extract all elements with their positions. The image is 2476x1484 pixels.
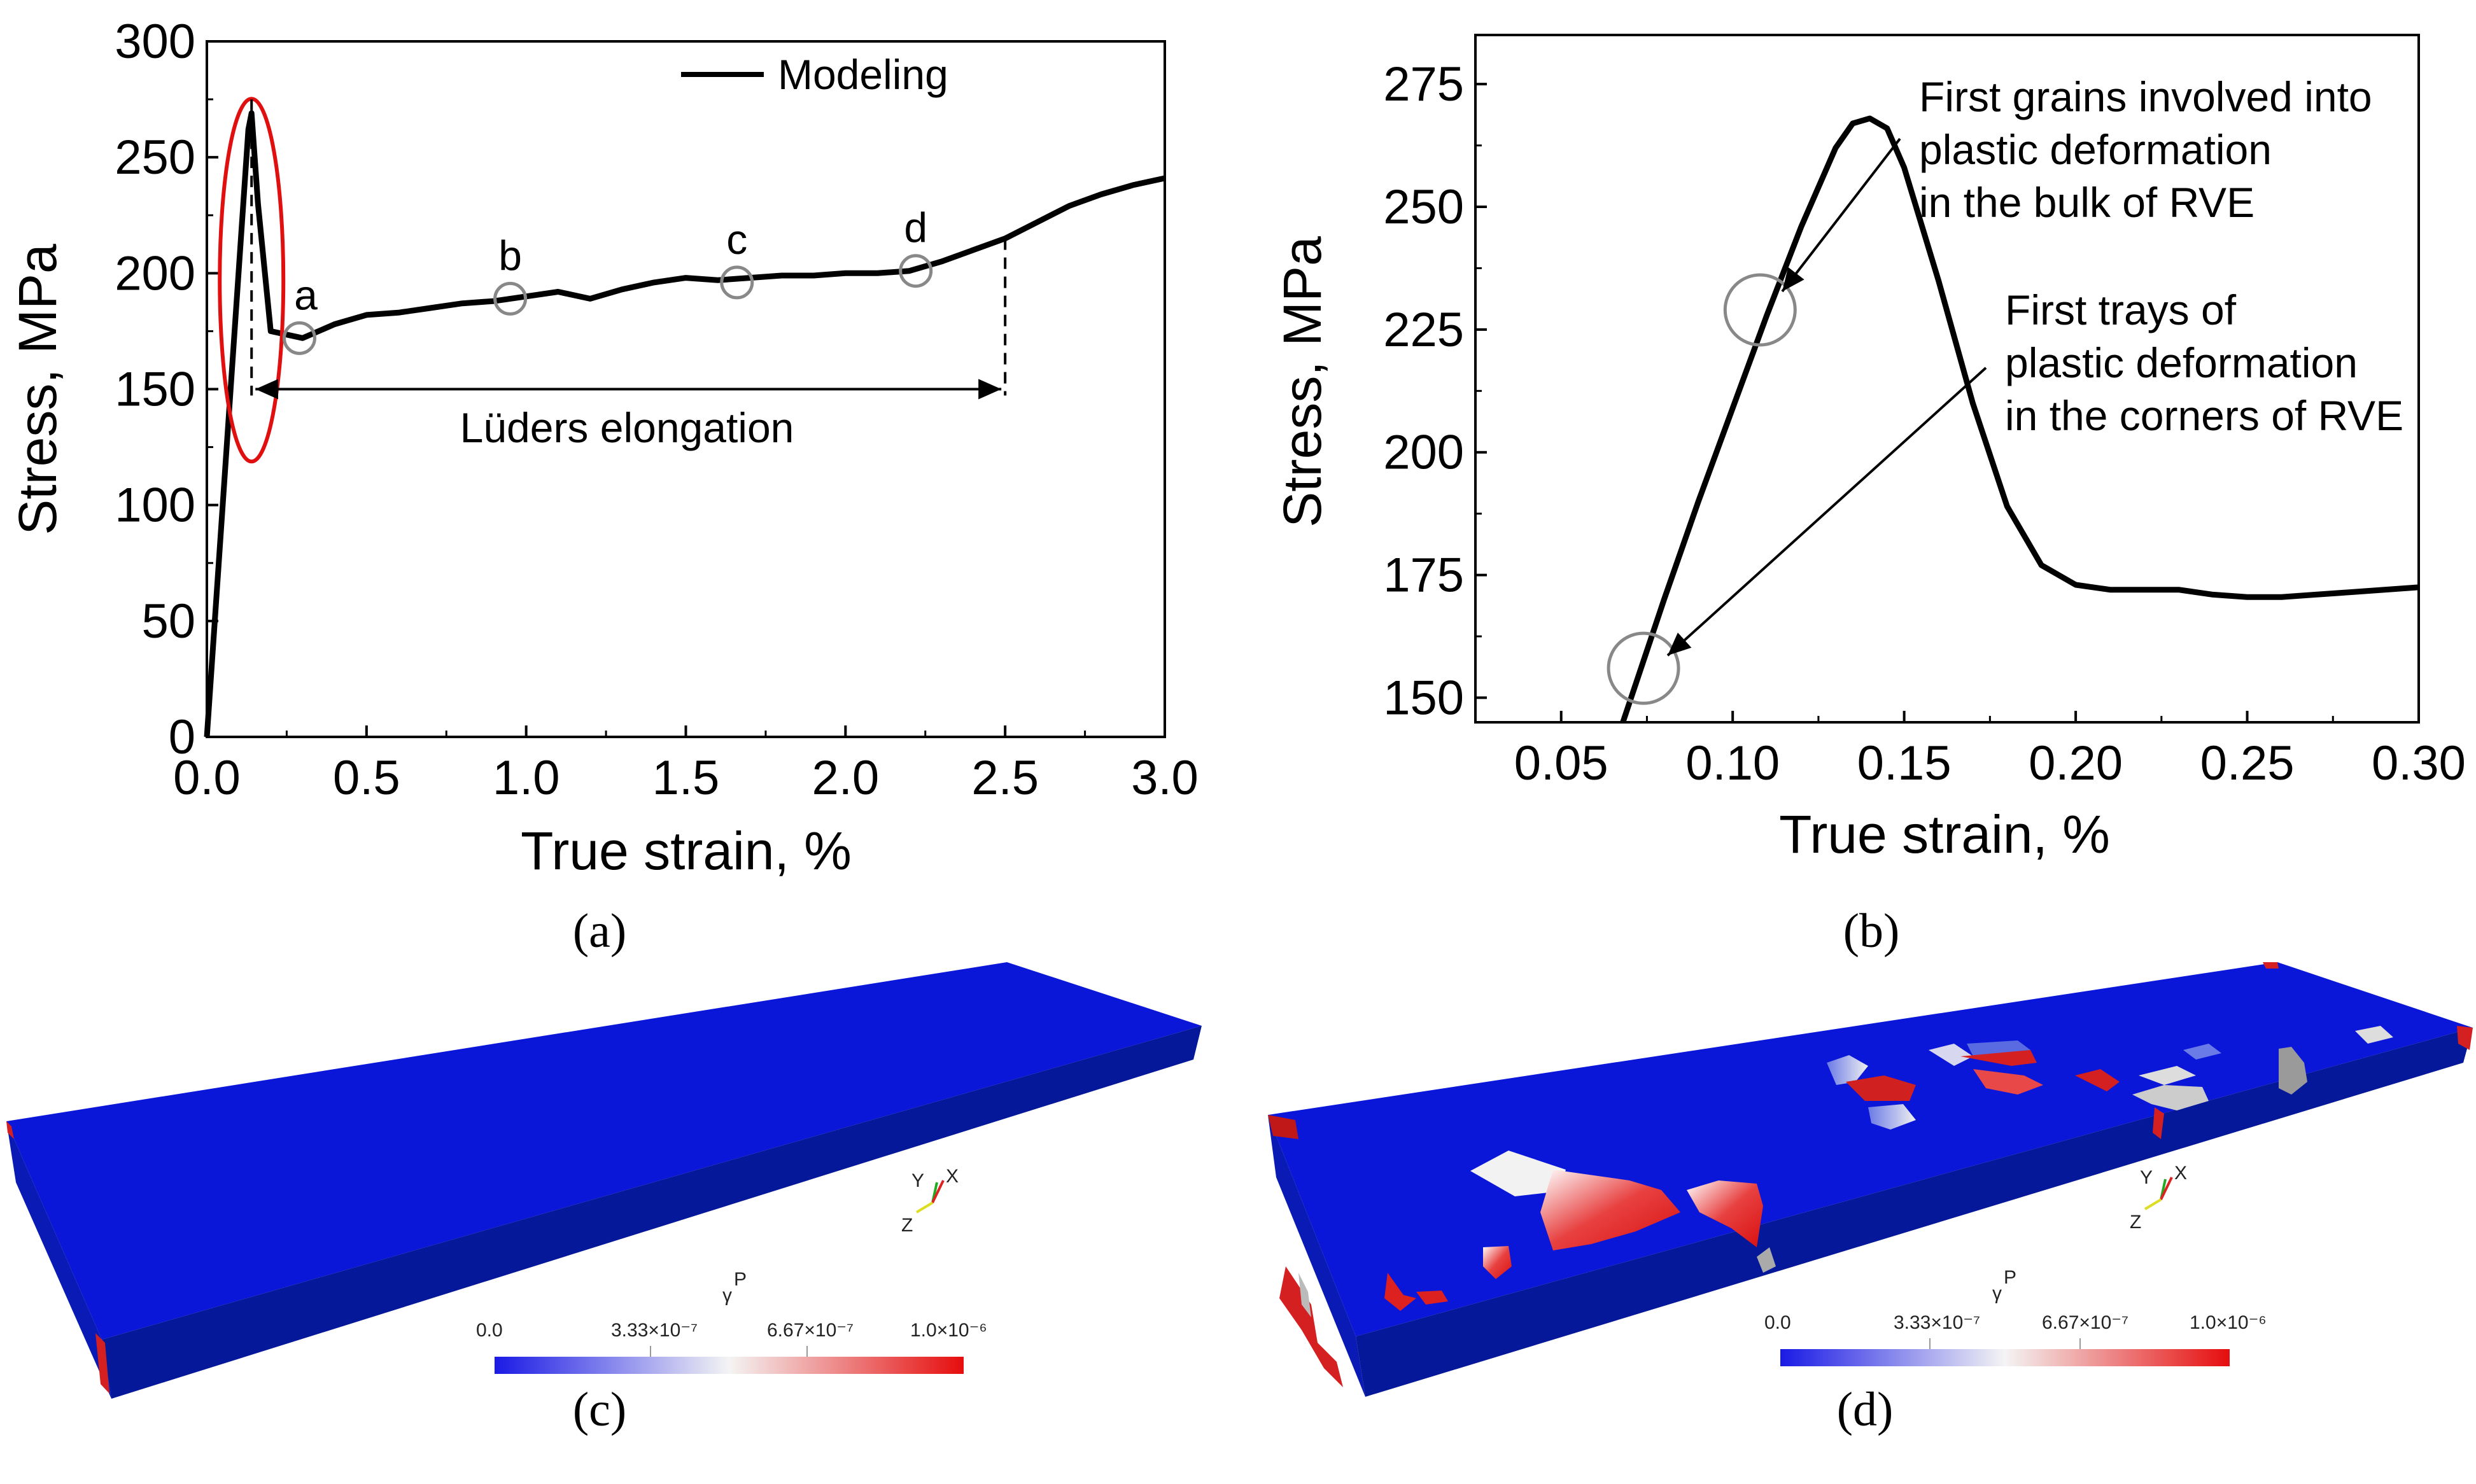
axis-z-label-d: Z [2130, 1212, 2141, 1233]
colorbar-title-d: γ [1992, 1283, 2002, 1304]
x-tick-label: 0.30 [2372, 736, 2466, 790]
axis-y-label-d: Y [2140, 1167, 2153, 1188]
x-tick-label: 3.0 [1131, 751, 1199, 805]
colorbar-tick-0-c: 0.0 [476, 1320, 503, 1341]
axis-x-label-d: X [2174, 1163, 2187, 1184]
point-marker-d [899, 254, 933, 288]
axes-triad-c: Y X Z [901, 1166, 959, 1236]
plot-area-b [1474, 34, 2420, 724]
annotation-corners-line-2: plastic deformation [2005, 339, 2358, 386]
y-tick-label: 250 [1383, 180, 1464, 234]
colorbar-tick-2-c: 6.67×10⁻⁷ [767, 1320, 854, 1341]
y-tick-label: 175 [1383, 549, 1464, 603]
x-tick-label: 0.05 [1514, 736, 1608, 790]
colorbar-tick-3-d: 1.0×10⁻⁶ [2190, 1312, 2267, 1333]
axis-x-label-c: X [946, 1166, 959, 1187]
colorbar-tick-1-c: 3.33×10⁻⁷ [611, 1320, 698, 1341]
slab-top-c [6, 962, 1202, 1340]
colorbar-title-c: γ [722, 1285, 732, 1306]
rve-render-d: Y X Z γ P 0.0 3.33×10⁻⁷ 6.67×10⁻⁷ 1.0×10… [1268, 962, 2473, 1436]
slab-end-d [1268, 1115, 1365, 1397]
axes-triad-d: Y X Z [2130, 1163, 2187, 1233]
chart-b: 150 175 200 225 250 275 0.05 0.10 0.15 0.20 0.25 0… [1272, 34, 2466, 958]
x-tick-label: 1.5 [652, 751, 720, 805]
luders-label: Lüders elongation [460, 404, 794, 451]
slab-side-d [1356, 1028, 2473, 1397]
y-tick-label: 100 [115, 479, 195, 533]
x-tick-label: 0.25 [2200, 736, 2295, 790]
y-tick-label: 150 [1383, 671, 1464, 725]
y-tick-label: 0 [169, 710, 195, 764]
y-tick-label: 225 [1383, 303, 1464, 357]
annotation-bulk-line-3: in the bulk of RVE [1919, 179, 2254, 226]
colorbar-d: γ P 0.0 3.33×10⁻⁷ 6.67×10⁻⁷ 1.0×10⁻⁶ [1764, 1267, 2267, 1366]
y-tick-label: 150 [115, 363, 195, 417]
series-line-modeling [1620, 115, 2419, 724]
corner-deformation-c2 [6, 1121, 14, 1139]
y-tick-label: 275 [1383, 57, 1464, 111]
annotation-bulk-line-1: First grains involved into [1919, 73, 2372, 120]
slab-top-d [1268, 962, 2473, 1336]
x-tick-label: 2.5 [971, 751, 1039, 805]
y-tick-label: 250 [115, 130, 195, 185]
axis-z-label-c: Z [901, 1215, 913, 1236]
colorbar-tick-0-d: 0.0 [1764, 1312, 1791, 1333]
annotation-corners-line-3: in the corners of RVE [2005, 392, 2403, 439]
x-tick-label: 0.15 [1857, 736, 1952, 790]
panel-label-a: (a) [573, 904, 626, 958]
x-tick-label: 1.0 [493, 751, 560, 805]
colorbar-gradient-c [495, 1357, 964, 1374]
peak-highlight-ellipse [218, 97, 286, 464]
colorbar-tick-2-d: 6.67×10⁻⁷ [2042, 1312, 2128, 1333]
axis-y-label-c: Y [911, 1170, 924, 1191]
point-label-a: a [294, 271, 318, 318]
y-axis-label-b: Stress, MPa [1272, 236, 1332, 528]
colorbar-title-sup-c: P [734, 1269, 747, 1290]
point-marker-c [720, 265, 754, 300]
slab-end-c [6, 1121, 111, 1399]
chart-a: 0 50 100 150 200 250 300 0.0 0.5 1.0 1.5 2.0 2.5 3.0… [8, 15, 1199, 958]
slab-side-c [102, 1026, 1202, 1399]
arrow-bulk [1781, 137, 1901, 293]
arrow-corners [1666, 367, 1987, 657]
panel-label-c: (c) [573, 1383, 626, 1436]
x-tick-label: 0.20 [2029, 736, 2123, 790]
point-label-b: b [498, 232, 522, 279]
legend-label-modeling: Modeling [778, 51, 948, 98]
highlight-circle-1 [1607, 631, 1680, 705]
colorbar-gradient-d [1780, 1349, 2230, 1366]
panel-label-d: (d) [1837, 1383, 1894, 1436]
y-tick-label: 200 [1383, 426, 1464, 480]
y-tick-label: 200 [115, 246, 195, 300]
point-label-d: d [904, 204, 927, 251]
x-tick-label: 2.0 [812, 751, 880, 805]
colorbar-tick-3-c: 1.0×10⁻⁶ [910, 1320, 987, 1341]
annotation-bulk-line-2: plastic deformation [1919, 126, 2272, 173]
colorbar-tick-1-d: 3.33×10⁻⁷ [1894, 1312, 1980, 1333]
x-axis-label-a: True strain, % [521, 821, 852, 881]
y-axis-label-a: Stress, MPa [8, 244, 67, 535]
annotation-corners-line-1: First trays of [2005, 286, 2237, 333]
x-tick-label: 0.10 [1685, 736, 1780, 790]
panel-label-b: (b) [1843, 904, 1900, 958]
corner-deformation-c [95, 1333, 109, 1394]
highlight-circle-0 [1723, 273, 1797, 347]
x-tick-label: 0.5 [333, 751, 400, 805]
y-tick-label: 300 [115, 15, 195, 69]
x-tick-label: 0.0 [173, 751, 241, 805]
y-tick-label: 50 [141, 594, 195, 648]
point-marker-b [493, 281, 528, 316]
colorbar-c: γ P 0.0 3.33×10⁻⁷ 6.67×10⁻⁷ 1.0×10⁻⁶ [476, 1269, 987, 1374]
point-label-c: c [726, 216, 747, 263]
colorbar-title-sup-d: P [2004, 1267, 2016, 1288]
x-axis-label-b: True strain, % [1779, 804, 2110, 864]
deformed-grains-d [1268, 962, 2473, 1387]
rve-render-c: Y X Z γ P 0.0 3.33×10⁻⁷ 6.67×10⁻⁷ 1.0×10… [6, 962, 1202, 1436]
point-marker-a [282, 321, 316, 355]
